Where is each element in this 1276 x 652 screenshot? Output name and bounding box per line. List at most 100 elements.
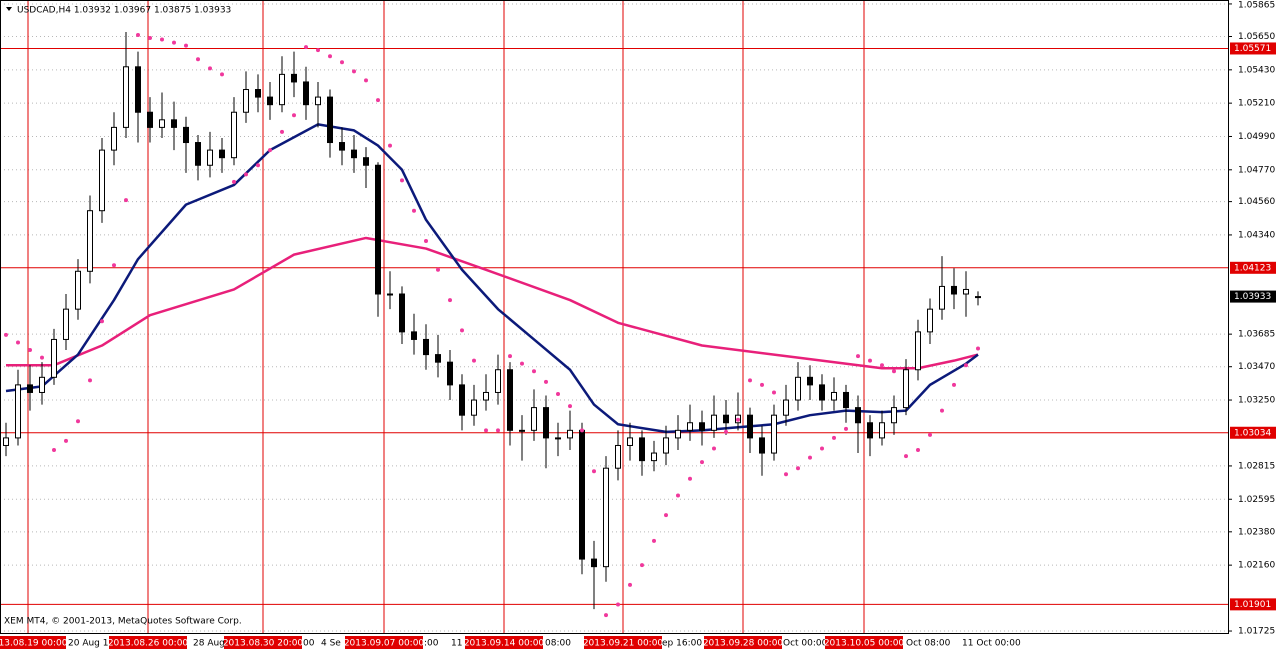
sar-dot <box>376 98 380 103</box>
candle-body <box>807 376 813 386</box>
sar-dot <box>592 469 596 474</box>
candle-body <box>3 437 9 446</box>
candle-body <box>15 384 21 439</box>
y-tick-label: 1.05210 <box>1238 99 1275 109</box>
candle-body <box>471 399 477 416</box>
y-tick-label: 1.04340 <box>1238 230 1275 240</box>
x-tick-label: Oct 00:00 <box>783 639 828 649</box>
date-label: 2013.09.28 00:00 <box>703 639 784 649</box>
sar-dot <box>472 358 476 363</box>
moving-average <box>5 123 979 434</box>
sar-dot <box>316 48 320 53</box>
moving-average <box>6 236 979 370</box>
level-label-box <box>1230 598 1276 611</box>
date-label-box <box>704 636 782 649</box>
candle-body <box>351 149 357 159</box>
candle-body <box>267 96 273 106</box>
sar-dot <box>52 448 56 453</box>
candle-body <box>747 414 753 439</box>
sar-dot <box>772 390 776 395</box>
candle-body <box>303 81 309 106</box>
x-tick-label: :00 <box>424 639 439 649</box>
sar-dot <box>184 43 188 48</box>
sar-dot <box>412 208 416 213</box>
sar-dot <box>568 404 572 409</box>
date-label: 13.08.19 00:00 <box>0 639 68 649</box>
candle-body <box>327 96 333 144</box>
candle-body <box>423 338 429 356</box>
sar-dot <box>388 143 392 148</box>
candle-body <box>939 285 945 310</box>
y-tick-label: 1.02815 <box>1238 461 1275 471</box>
candle-body <box>39 376 45 393</box>
candle-body <box>507 369 513 431</box>
date-label-box <box>0 636 66 649</box>
sar-dot <box>880 363 884 368</box>
candle-body <box>459 384 465 416</box>
candle-body <box>867 422 873 439</box>
level-label: 1.03034 <box>1234 428 1271 438</box>
date-label-box <box>345 636 423 649</box>
y-tick-label: 1.03470 <box>1238 362 1275 372</box>
sar-dot <box>664 513 668 518</box>
sar-dot <box>532 369 536 374</box>
x-tick-label: 28 Aug <box>193 639 225 649</box>
sar-dot <box>928 432 932 437</box>
sar-dot <box>232 179 236 184</box>
candle-body <box>891 407 897 424</box>
candle-body <box>411 331 417 340</box>
sar-dot <box>760 382 764 387</box>
candle-body <box>231 111 237 159</box>
sar-dot <box>136 32 140 37</box>
x-tick-label: 00 <box>303 639 315 649</box>
menu-arrow <box>6 7 12 11</box>
candle-body <box>339 142 345 151</box>
sar-dot <box>556 391 560 396</box>
sar-dot <box>100 319 104 324</box>
x-tick-label: Oct 08:00 <box>906 639 951 649</box>
date-label: 2013.09.21 00:00 <box>583 639 664 649</box>
candle-body <box>567 429 573 439</box>
candle-body <box>387 293 393 296</box>
sar-dot <box>340 60 344 65</box>
candle-body <box>675 429 681 439</box>
candle-body <box>435 354 441 363</box>
sar-dot <box>580 428 584 433</box>
sar-dot <box>832 435 836 440</box>
candle-body <box>63 308 69 340</box>
level-label: 1.04123 <box>1234 263 1271 273</box>
date-label: 2013.10.05 00:00 <box>824 639 905 649</box>
date-label: 2013.09.07 00:00 <box>344 639 425 649</box>
date-label: 2013.09.14 00:00 <box>464 639 545 649</box>
candle-body <box>135 66 141 113</box>
candle-body <box>783 399 789 416</box>
candle-body <box>183 126 189 144</box>
candle-body <box>495 369 501 393</box>
sar-dot <box>196 57 200 62</box>
candle-body <box>399 293 405 333</box>
level-label-box <box>1230 42 1276 55</box>
sar-dot <box>268 148 272 153</box>
sar-dot <box>400 178 404 183</box>
price-label: 1.03933 <box>1234 292 1271 302</box>
level-label-box <box>1230 261 1276 274</box>
candle-body <box>963 288 969 295</box>
candle-body <box>279 73 285 106</box>
sar-dot <box>424 238 428 243</box>
sar-dot <box>508 354 512 359</box>
candle-body <box>531 407 537 431</box>
sar-dot <box>220 72 224 77</box>
sar-dot <box>688 476 692 481</box>
sar-dot <box>244 172 248 177</box>
y-tick-label: 1.01725 <box>1238 627 1275 637</box>
candle-body <box>171 119 177 128</box>
copyright: XEM MT4, © 2001-2013, MetaQuotes Softwar… <box>4 617 242 627</box>
sar-dot <box>892 369 896 374</box>
sar-dot <box>904 454 908 459</box>
level-label-box <box>1230 426 1276 439</box>
sar-dot <box>256 163 260 168</box>
sar-dot <box>28 348 32 353</box>
candle-body <box>315 96 321 106</box>
sar-dot <box>280 129 284 134</box>
sar-dot <box>328 54 332 59</box>
